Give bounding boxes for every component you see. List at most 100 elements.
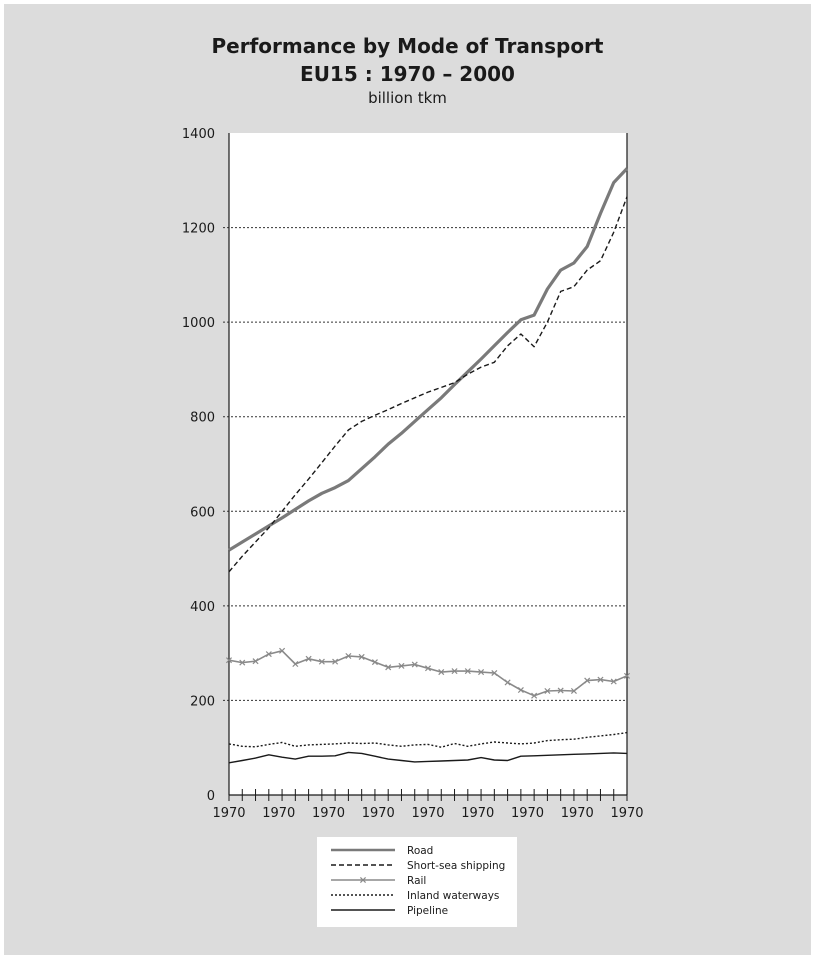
legend-box — [317, 837, 517, 927]
x-tick-label: 1970 — [362, 806, 395, 821]
series-line-inland-waterways — [228, 731, 628, 748]
data-point-rail — [610, 678, 617, 685]
marker-stroke — [478, 669, 485, 676]
marker-stroke — [358, 653, 365, 660]
data-point-rail — [345, 652, 352, 660]
y-tick-label: 200 — [190, 694, 215, 709]
marker-stroke — [570, 687, 577, 694]
marker-stroke — [531, 692, 538, 699]
data-point-rail — [570, 687, 577, 694]
data-point-rail — [557, 687, 564, 694]
marker-stroke — [424, 665, 432, 672]
marker-stroke — [265, 651, 272, 658]
data-point-rail — [584, 677, 591, 684]
data-point-rail — [332, 658, 339, 665]
chart-units: billion tkm — [368, 89, 447, 107]
series-line-short-sea-shipping — [228, 196, 628, 573]
marker-stroke — [411, 661, 418, 668]
data-point-rail — [292, 660, 299, 668]
legend-marker-stroke — [359, 876, 367, 884]
x-tick-label: 1970 — [212, 806, 245, 821]
chart-subtitle: EU15 : 1970 – 2000 — [300, 62, 515, 86]
marker-stroke — [279, 647, 286, 654]
y-tick-label: 600 — [190, 505, 215, 520]
marker-stroke — [491, 669, 498, 677]
chart-title: Performance by Mode of Transport — [211, 34, 604, 58]
legend-item-pipeline: Pipeline — [331, 905, 448, 917]
x-tick-label: 1970 — [610, 806, 643, 821]
x-tick-label: 1970 — [312, 806, 345, 821]
series-line-pipeline — [228, 751, 628, 764]
data-point-rail — [371, 659, 378, 666]
x-tick-label: 1970 — [511, 806, 544, 821]
data-point-rail — [544, 687, 551, 694]
data-point-rail — [225, 657, 233, 664]
data-point-rail — [411, 661, 418, 668]
data-point-rail — [623, 672, 631, 679]
marker-stroke — [252, 658, 259, 665]
marker-stroke — [371, 659, 378, 666]
marker-stroke — [345, 652, 352, 660]
data-point-rail — [491, 669, 498, 677]
legend-label: Pipeline — [407, 905, 448, 917]
marker-stroke — [332, 658, 339, 665]
x-tick-label: 1970 — [461, 806, 494, 821]
y-tick-label: 1200 — [182, 222, 215, 237]
legend-item-short-sea-shipping: Short-sea shipping — [331, 860, 505, 872]
series-line-road — [228, 167, 629, 552]
data-point-rail — [478, 669, 485, 676]
marker-stroke — [504, 679, 511, 686]
marker-stroke — [623, 672, 631, 679]
y-tick-label: 1000 — [182, 316, 215, 331]
legend-label: Road — [407, 845, 433, 857]
data-point-rail — [252, 658, 259, 665]
data-point-rail — [279, 647, 286, 654]
marker-stroke — [597, 676, 604, 683]
x-tick-label: 1970 — [411, 806, 444, 821]
data-point-rail — [597, 676, 604, 683]
marker-stroke — [398, 662, 405, 669]
data-point-rail — [318, 658, 325, 665]
marker-stroke — [318, 658, 325, 665]
legend-label: Inland waterways — [407, 890, 499, 902]
legend-label: Short-sea shipping — [407, 860, 505, 872]
legend-item-inland-waterways: Inland waterways — [331, 890, 499, 902]
data-point-rail — [464, 668, 471, 675]
marker-stroke — [557, 687, 564, 694]
marker-stroke — [451, 668, 458, 675]
y-tick-label: 0 — [207, 789, 215, 804]
marker-stroke — [239, 659, 246, 666]
marker-stroke — [225, 657, 233, 664]
x-tick-label: 1970 — [561, 806, 594, 821]
legend-item-rail: Rail — [331, 875, 426, 887]
data-point-rail — [265, 651, 272, 658]
legend: Road Short-sea shipping Rail Inland waterwa… — [317, 837, 517, 927]
data-point-rail — [531, 692, 538, 699]
data-point-rail — [451, 668, 458, 675]
marker-stroke — [385, 664, 392, 671]
marker-stroke — [305, 655, 312, 662]
y-tick-label: 800 — [190, 411, 215, 426]
y-tick-label: 400 — [190, 600, 215, 615]
legend-label: Rail — [407, 875, 426, 887]
marker-stroke — [544, 687, 551, 694]
data-point-rail — [385, 664, 392, 671]
marker-stroke — [610, 678, 617, 685]
marker-stroke — [517, 687, 524, 694]
data-point-rail — [398, 662, 405, 669]
marker-stroke — [292, 660, 299, 668]
data-point-rail — [358, 653, 365, 660]
y-tick-label: 1400 — [182, 127, 215, 142]
data-point-rail — [438, 669, 445, 676]
data-point-rail — [517, 687, 524, 694]
marker-stroke — [584, 677, 591, 684]
marker-stroke — [464, 668, 471, 675]
plot-area — [229, 133, 627, 795]
marker-stroke — [438, 669, 445, 676]
data-point-rail — [504, 679, 511, 686]
legend-item-road: Road — [331, 845, 433, 857]
data-point-rail — [239, 659, 246, 666]
data-point-rail — [424, 665, 432, 672]
data-point-rail — [305, 655, 312, 662]
